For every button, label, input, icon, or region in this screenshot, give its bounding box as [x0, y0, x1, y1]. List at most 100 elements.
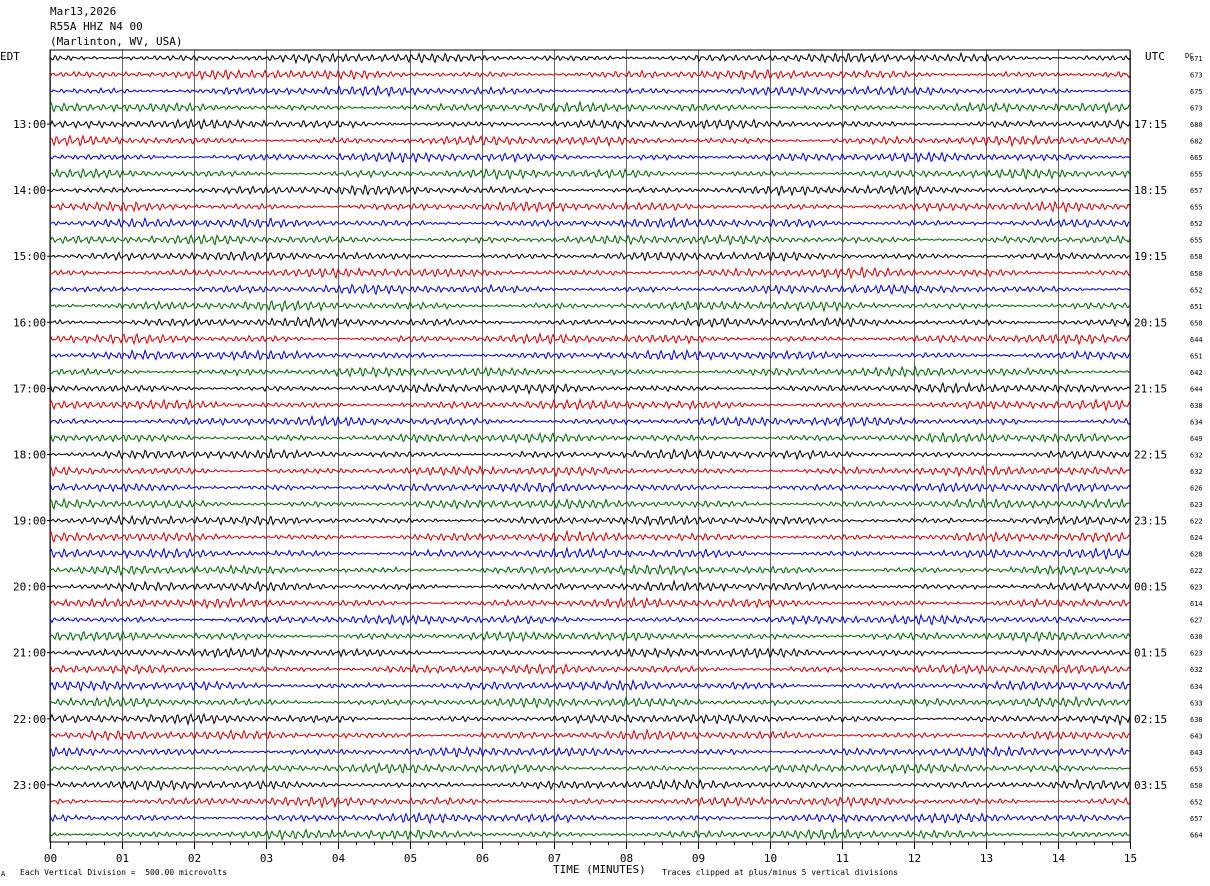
left-hour-label: 14:00 [13, 184, 46, 197]
trace-row-7 [49, 167, 1131, 181]
trace-row-44 [49, 778, 1131, 792]
dc-offset-label: 638 [1190, 402, 1203, 410]
dc-offset-label: 623 [1190, 501, 1203, 509]
left-timezone-label: EDT [0, 50, 20, 63]
trace-row-20 [49, 381, 1131, 395]
dc-offset-label: 642 [1190, 369, 1203, 377]
trace-row-15 [49, 299, 1131, 313]
x-tick-label: 07 [548, 852, 561, 865]
dc-offset-label: 655 [1190, 237, 1203, 245]
dc-offset-label: 614 [1190, 600, 1203, 608]
axis-labels: 00 01 02 03 04 05 06 07 08 09 10 11 12 13 14 15 671 673 67… [13, 52, 1203, 865]
x-tick-label: 15 [1124, 852, 1137, 865]
dc-offset-label: 633 [1190, 699, 1203, 707]
right-hour-label: 20:15 [1134, 316, 1167, 329]
vertical-division-note: Each Vertical Division = 500.00 microvol… [20, 868, 228, 877]
right-hour-label: 02:15 [1134, 713, 1167, 726]
dc-offset-label: 649 [1190, 435, 1203, 443]
dc-offset-label: 650 [1190, 782, 1203, 790]
dc-offset-label: 623 [1190, 650, 1203, 658]
dc-offset-label: 644 [1190, 336, 1203, 344]
trace-row-46 [49, 811, 1130, 825]
left-hour-label: 19:00 [13, 515, 46, 528]
x-tick-label: 12 [908, 852, 921, 865]
left-hour-label: 17:00 [13, 382, 46, 395]
trace-row-14 [49, 283, 1131, 296]
trace-row-21 [49, 398, 1131, 413]
trace-row-8 [49, 184, 1130, 197]
trace-row-32 [49, 579, 1131, 593]
dc-offset-label: 675 [1190, 88, 1203, 96]
trace-row-3 [49, 100, 1131, 115]
trace-row-40 [49, 712, 1131, 727]
header-location: (Marlinton, WV, USA) [50, 35, 183, 48]
trace-row-34 [49, 613, 1131, 626]
right-hour-label: 00:15 [1134, 581, 1167, 594]
x-tick-label: 08 [620, 852, 633, 865]
dc-offset-label: 664 [1190, 831, 1203, 839]
trace-row-43 [49, 761, 1131, 775]
dc-offset-label: 632 [1190, 451, 1203, 459]
dc-offset-label: 634 [1190, 418, 1203, 426]
dc-offset-label: 622 [1190, 518, 1203, 526]
trace-row-9 [49, 200, 1131, 214]
clip-note: Traces clipped at plus/minus 5 vertical … [662, 868, 899, 877]
x-tick-label: 06 [476, 852, 489, 865]
dc-offset-label: 624 [1190, 534, 1203, 542]
dc-offset-label: 657 [1190, 187, 1203, 195]
dc-offset-label: 658 [1190, 253, 1203, 261]
trace-row-6 [49, 150, 1131, 164]
trace-row-11 [49, 233, 1131, 246]
trace-row-30 [49, 546, 1131, 561]
left-hour-label: 15:00 [13, 250, 46, 263]
trace-row-26 [49, 481, 1131, 494]
x-tick-label: 10 [764, 852, 777, 865]
trace-row-39 [49, 695, 1131, 709]
trace-row-0 [49, 51, 1131, 65]
trace-row-2 [49, 84, 1130, 98]
dc-offset-label: 627 [1190, 617, 1203, 625]
trace-row-47 [49, 827, 1131, 842]
x-tick-label: 11 [836, 852, 849, 865]
trace-row-35 [49, 630, 1131, 644]
trace-row-5 [49, 134, 1131, 148]
dc-offset-label: 632 [1190, 666, 1203, 674]
corner-mark: A [1, 870, 6, 878]
trace-row-36 [49, 646, 1131, 659]
left-hour-label: 23:00 [13, 779, 46, 792]
trace-row-17 [49, 331, 1131, 346]
x-tick-label: 14 [1052, 852, 1066, 865]
x-tick-label: 05 [404, 852, 417, 865]
right-hour-label: 22:15 [1134, 448, 1167, 461]
x-tick-label: 01 [116, 852, 129, 865]
dc-offset-label: 655 [1190, 171, 1203, 179]
dc-column-label: DC [1185, 52, 1193, 60]
header-station: R55A HHZ N4 00 [50, 20, 143, 33]
right-hour-label: 03:15 [1134, 779, 1167, 792]
right-hour-label: 21:15 [1134, 382, 1167, 395]
right-hour-label: 01:15 [1134, 647, 1167, 660]
trace-row-27 [49, 497, 1131, 511]
trace-row-33 [49, 596, 1131, 610]
dc-offset-label: 653 [1190, 765, 1203, 773]
trace-row-10 [49, 216, 1131, 229]
left-hour-label: 13:00 [13, 118, 46, 131]
dc-offset-label: 650 [1190, 270, 1203, 278]
trace-row-13 [50, 265, 1131, 280]
dc-offset-label: 673 [1190, 105, 1203, 113]
dc-offset-label: 657 [1190, 815, 1203, 823]
dc-offset-label: 652 [1190, 220, 1203, 228]
trace-row-23 [49, 431, 1131, 444]
x-tick-label: 02 [188, 852, 201, 865]
dc-offset-label: 651 [1190, 352, 1203, 360]
left-hour-label: 16:00 [13, 316, 46, 329]
x-tick-label: 04 [332, 852, 346, 865]
trace-row-12 [49, 250, 1131, 263]
dc-offset-label: 650 [1190, 319, 1203, 327]
trace-row-24 [49, 447, 1131, 461]
trace-row-29 [49, 529, 1131, 544]
dc-offset-label: 673 [1190, 72, 1203, 80]
right-hour-label: 18:15 [1134, 184, 1167, 197]
x-tick-label: 09 [692, 852, 705, 865]
